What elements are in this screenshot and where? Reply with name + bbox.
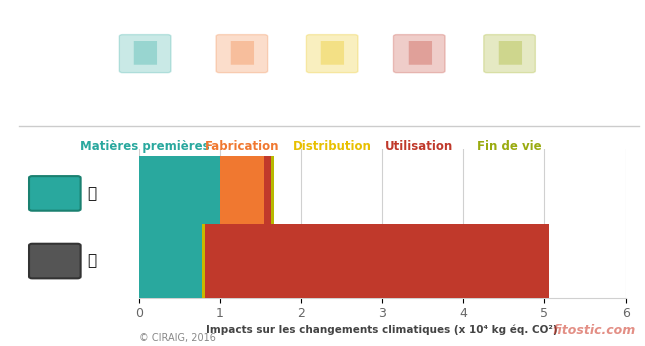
Text: Matières premières: Matières premières <box>81 140 210 153</box>
X-axis label: Impacts sur les changements climatiques (x 10⁴ kg éq. CO²): Impacts sur les changements climatiques … <box>206 325 558 335</box>
Bar <box>139 156 220 230</box>
Bar <box>139 224 202 298</box>
Bar <box>220 156 264 230</box>
Bar <box>202 224 205 298</box>
Text: 🔌: 🔌 <box>87 186 96 201</box>
Text: ■: ■ <box>228 37 256 66</box>
Text: © CIRAIG, 2016: © CIRAIG, 2016 <box>139 333 215 343</box>
Text: fitostic.com: fitostic.com <box>552 324 635 337</box>
Bar <box>205 224 550 298</box>
Text: Fin de vie: Fin de vie <box>477 140 542 153</box>
Text: ■: ■ <box>405 37 433 66</box>
Text: Utilisation: Utilisation <box>385 140 453 153</box>
Text: ⛽: ⛽ <box>87 254 96 268</box>
Text: Fabrication: Fabrication <box>204 140 279 153</box>
Text: ■: ■ <box>318 37 346 66</box>
Text: ■: ■ <box>495 37 524 66</box>
Bar <box>271 156 274 230</box>
Text: Distribution: Distribution <box>293 140 372 153</box>
Bar <box>264 156 271 230</box>
Text: ■: ■ <box>131 37 159 66</box>
